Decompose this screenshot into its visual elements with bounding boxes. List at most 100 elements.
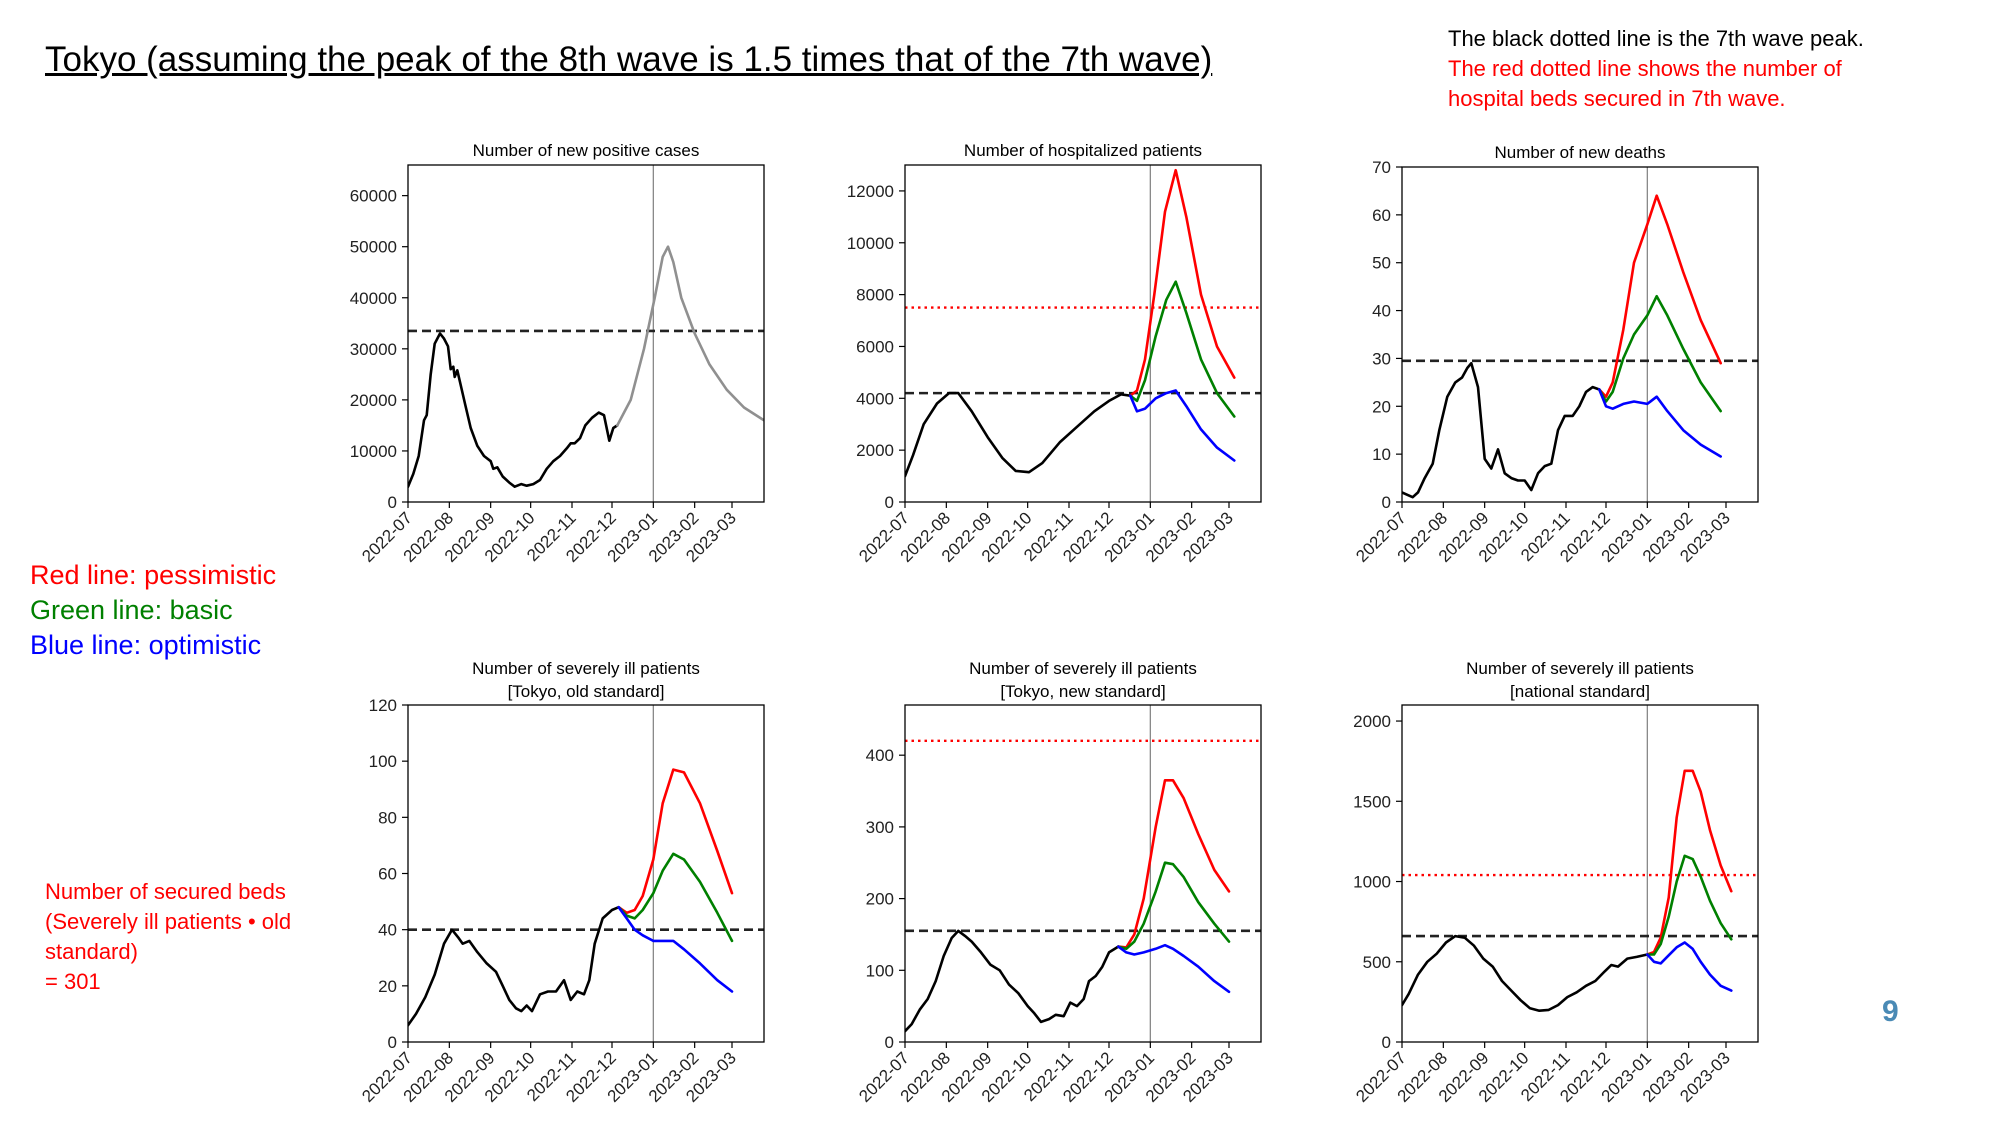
- y-tick-label: 80: [378, 808, 397, 827]
- y-tick-label: 70: [1372, 158, 1391, 177]
- y-tick-label: 60000: [350, 187, 397, 206]
- series-line-green: [1598, 294, 1722, 413]
- y-tick-label: 200: [866, 890, 894, 909]
- y-tick-label: 30: [1372, 349, 1391, 368]
- scenario-legend: Red line: pessimistic Green line: basic …: [30, 558, 276, 663]
- series-line-red: [1646, 769, 1733, 956]
- y-tick-label: 500: [1363, 953, 1391, 972]
- chart-title: Number of new deaths: [1494, 143, 1665, 162]
- y-tick-label: 20: [1372, 397, 1391, 416]
- series-line-blue: [1598, 388, 1722, 458]
- plot-area: [1402, 167, 1758, 502]
- legend-optimistic: Blue line: optimistic: [30, 630, 262, 660]
- series-line-blue: [1646, 941, 1733, 992]
- chart-panel-6: Number of severely ill patients [national…: [1352, 659, 1759, 1106]
- chart-subtitle: [Tokyo, old standard]: [508, 682, 665, 701]
- series-line-black: [905, 391, 1132, 478]
- series-line-blue: [1117, 943, 1231, 994]
- series-line-blue: [1129, 389, 1236, 462]
- y-tick-label: 50: [1372, 254, 1391, 273]
- y-tick-label: 1000: [1353, 873, 1391, 892]
- y-tick-label: 8000: [856, 286, 894, 305]
- series-line-green: [617, 852, 734, 943]
- y-tick-label: 10000: [847, 234, 894, 253]
- series-line-green: [1117, 861, 1231, 951]
- series-line-gray: [616, 245, 764, 427]
- y-tick-label: 0: [885, 1033, 894, 1052]
- y-tick-label: 10: [1372, 445, 1391, 464]
- y-tick-label: 60: [1372, 206, 1391, 225]
- red-line-note-line2: hospital beds secured in 7th wave.: [1448, 86, 1786, 111]
- y-tick-label: 60: [378, 865, 397, 884]
- chart-title: Number of severely ill patients: [472, 659, 700, 678]
- plot-frame: [407, 164, 765, 503]
- series-line-red: [1117, 779, 1231, 949]
- red-line-note-line1: The red dotted line shows the number of: [1448, 56, 1842, 81]
- plot-area: [905, 165, 1261, 502]
- series-line-black: [1402, 361, 1601, 499]
- y-tick-label: 120: [369, 696, 397, 715]
- y-tick-label: 0: [388, 493, 397, 512]
- chart-panel-4: Number of severely ill patients [Tokyo, o…: [358, 659, 765, 1106]
- legend-basic: Green line: basic: [30, 595, 233, 625]
- chart-title: Number of severely ill patients: [969, 659, 1197, 678]
- plot-area: [408, 705, 764, 1042]
- series-line-black: [905, 929, 1120, 1033]
- chart-panel-3: Number of new deaths0102030405060702022-…: [1352, 143, 1759, 566]
- y-tick-label: 4000: [856, 389, 894, 408]
- legend-pessimistic: Red line: pessimistic: [30, 560, 277, 590]
- y-tick-label: 40: [1372, 302, 1391, 321]
- plot-frame: [1401, 704, 1759, 1043]
- plot-area: [1402, 705, 1758, 1042]
- chart-title: Number of new positive cases: [473, 141, 700, 160]
- y-tick-label: 2000: [1353, 712, 1391, 731]
- y-tick-label: 0: [1382, 1033, 1391, 1052]
- plot-area: [408, 165, 764, 502]
- secured-beds-note: Number of secured beds (Severely ill pat…: [45, 877, 291, 997]
- y-tick-label: 400: [866, 746, 894, 765]
- chart-panel-1: Number of new positive cases 0 10000 20000 3…: [350, 141, 765, 566]
- chart-panel-2: Number of hospitalized patients 0 2000 4000…: [847, 141, 1262, 566]
- chart-title: Number of severely ill patients: [1466, 659, 1694, 678]
- series-line-red: [1129, 168, 1236, 397]
- chart-panel-5: Number of severely ill patients [Tokyo, n…: [855, 659, 1262, 1106]
- black-line-note: The black dotted line is the 7th wave pe…: [1448, 26, 1864, 51]
- series-line-blue: [617, 905, 734, 993]
- y-tick-label: 6000: [856, 337, 894, 356]
- y-tick-label: 40000: [350, 289, 397, 308]
- y-tick-label: 20: [378, 977, 397, 996]
- beds-note-line4: = 301: [45, 969, 101, 994]
- y-tick-label: 30000: [350, 340, 397, 359]
- chart-subtitle: [Tokyo, new standard]: [1000, 682, 1165, 701]
- beds-note-line1: Number of secured beds: [45, 879, 286, 904]
- y-tick-label: 100: [369, 752, 397, 771]
- y-tick-label: 2000: [856, 441, 894, 460]
- reference-line-note: The black dotted line is the 7th wave pe…: [1448, 24, 1864, 114]
- y-tick-label: 20000: [350, 391, 397, 410]
- y-tick-label: 100: [866, 961, 894, 980]
- y-tick-label: 40: [378, 921, 397, 940]
- plot-area: [905, 705, 1261, 1042]
- y-tick-label: 1500: [1353, 792, 1391, 811]
- plot-frame: [904, 704, 1262, 1043]
- series-line-black: [1402, 934, 1649, 1012]
- series-line-black: [408, 905, 620, 1027]
- page-number: 9: [1882, 995, 1899, 1028]
- chart-subtitle: [national standard]: [1510, 682, 1650, 701]
- y-tick-label: 10000: [350, 442, 397, 461]
- y-tick-label: 0: [885, 493, 894, 512]
- plot-frame: [904, 164, 1262, 503]
- series-line-green: [1129, 280, 1236, 418]
- beds-note-line3: standard): [45, 939, 138, 964]
- series-line-black: [408, 332, 619, 488]
- plot-frame: [1401, 166, 1759, 503]
- y-tick-label: 12000: [847, 182, 894, 201]
- beds-note-line2: (Severely ill patients • old: [45, 909, 292, 934]
- y-tick-label: 0: [1382, 493, 1391, 512]
- page-title: Tokyo (assuming the peak of the 8th wave…: [45, 40, 1213, 79]
- series-line-green: [1646, 854, 1733, 956]
- y-tick-label: 0: [388, 1033, 397, 1052]
- chart-title: Number of hospitalized patients: [964, 141, 1202, 160]
- series-line-red: [1598, 194, 1722, 398]
